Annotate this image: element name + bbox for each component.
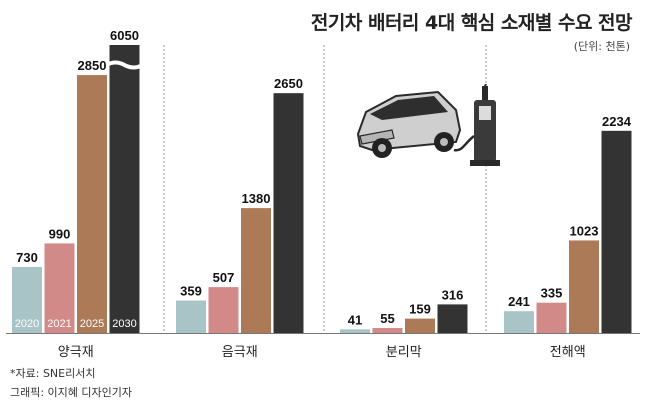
bar-음극재-2025 — [241, 208, 271, 333]
bar-양극재-2021 — [44, 243, 75, 333]
series-label: 2030 — [112, 318, 136, 330]
source-note: *자료: SNE리서치 — [10, 367, 96, 380]
data-label: 316 — [442, 287, 464, 302]
category-label: 음극재 — [222, 345, 258, 360]
bar-전해액-2030 — [601, 130, 632, 333]
bar-음극재-2020 — [176, 300, 206, 333]
series-label: 2020 — [15, 318, 39, 330]
credit-note: 그래픽: 이지혜 디자인기자 — [10, 386, 133, 399]
data-label: 2234 — [602, 114, 632, 129]
unit-label: (단위: 천톤) — [573, 40, 630, 53]
bar-분리막-2025 — [405, 318, 435, 333]
bar-음극재-2030 — [273, 93, 304, 333]
data-label: 55 — [380, 311, 394, 326]
data-label: 2850 — [78, 58, 107, 73]
bar-양극재-2025 — [77, 75, 107, 333]
bar-전해액-2025 — [569, 240, 599, 333]
data-label: 2650 — [274, 76, 303, 91]
data-label: 1380 — [242, 191, 271, 206]
category-label: 양극재 — [58, 345, 94, 360]
data-label: 159 — [409, 302, 431, 317]
series-label: 2021 — [47, 318, 71, 330]
data-label: 359 — [180, 284, 202, 299]
bar-전해액-2020 — [504, 311, 534, 333]
bar-전해액-2021 — [536, 302, 567, 333]
data-label: 730 — [16, 250, 38, 265]
data-label: 1023 — [570, 223, 599, 238]
bar-분리막-2030 — [437, 304, 468, 333]
bar-분리막-2020 — [340, 329, 370, 333]
electric-car-charging-illustration — [356, 84, 500, 166]
data-label: 41 — [348, 312, 362, 327]
data-label: 6050 — [110, 28, 139, 43]
data-label: 241 — [508, 294, 530, 309]
series-label: 2025 — [80, 318, 104, 330]
category-label: 분리막 — [386, 345, 422, 360]
data-label: 990 — [49, 226, 71, 241]
bar-양극재-2030 — [109, 45, 140, 333]
data-label: 335 — [541, 286, 563, 301]
bar-음극재-2021 — [208, 287, 239, 333]
chart-title: 전기차 배터리 4대 핵심 소재별 수요 전망 — [310, 12, 633, 34]
bar-분리막-2021 — [372, 328, 403, 333]
category-label: 전해액 — [550, 345, 586, 360]
data-label: 507 — [213, 270, 235, 285]
bar-양극재-2020 — [12, 266, 42, 333]
axis-break-mark — [105, 60, 144, 70]
